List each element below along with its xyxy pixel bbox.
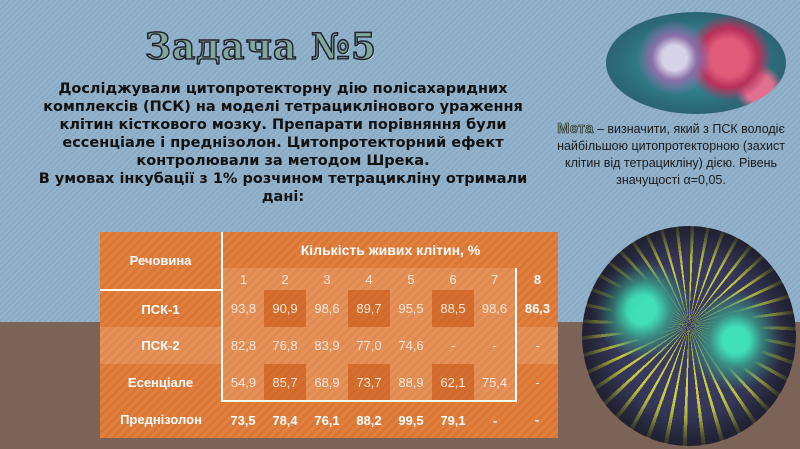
table-cell: 88,5 <box>432 290 474 327</box>
column-header: 7 <box>474 268 517 290</box>
table-cell: 89,7 <box>348 290 390 327</box>
goal-text: Мета – визначити, який з ПСК володіє най… <box>553 120 789 189</box>
table-cell: 75,4 <box>474 364 517 402</box>
table-cell: 62,1 <box>432 364 474 402</box>
column-header: 4 <box>348 268 390 290</box>
column-header: 8 <box>533 271 542 287</box>
table-cell: 83,9 <box>306 327 348 364</box>
table-cell: 74,6 <box>390 327 432 364</box>
row-label: ПСК-2 <box>100 327 222 364</box>
table-cell: - <box>492 412 498 428</box>
table-row: Преднізолон 73,5 78,4 76,1 88,2 99,5 79,1 - - <box>100 401 558 438</box>
table-cell: 90,9 <box>264 290 306 327</box>
table-cell: 93,8 <box>221 290 264 327</box>
substance-header: Речовина <box>100 232 222 291</box>
column-header: 5 <box>390 268 432 290</box>
slide-title: Задача №5 <box>144 25 377 69</box>
column-header: 1 <box>221 268 264 290</box>
table-cell: 77,0 <box>348 327 390 364</box>
cells-image-top <box>606 12 786 114</box>
table-cell: 54,9 <box>221 364 264 402</box>
table-cell: 68,9 <box>306 364 348 402</box>
table-cell: 79,1 <box>440 412 466 428</box>
goal-highlight: Мета <box>557 120 594 138</box>
table-row: Есенціале 54,9 85,7 68,9 73,7 88,9 62,1 75,4 - <box>100 364 558 402</box>
table-cell: - <box>534 412 540 427</box>
column-header: 3 <box>306 268 348 290</box>
row-label: Есенціале <box>127 375 194 390</box>
column-header: 6 <box>432 268 474 290</box>
table-cell: 73,7 <box>348 364 390 402</box>
cells-image-bottom <box>582 226 796 446</box>
table-cell: 76,8 <box>264 327 306 364</box>
table-row: ПСК-1 93,8 90,9 98,6 89,7 95,5 88,5 98,6 86,3 <box>100 290 558 327</box>
table-cell: 98,6 <box>306 290 348 327</box>
group-header: Кількість живих клітин, % <box>221 232 558 268</box>
row-label: Преднізолон <box>120 412 202 427</box>
table-row: ПСК-2 82,8 76,8 83,9 77,0 74,6- - - <box>100 327 558 364</box>
table-cell: 86,3 <box>524 301 551 316</box>
table-cell: - <box>474 327 517 364</box>
goal-body: – визначити, який з ПСК володіє найбільш… <box>557 122 785 187</box>
table-cell: 82,8 <box>221 327 264 364</box>
table-cell: 85,7 <box>264 364 306 402</box>
table-cell: 76,1 <box>314 412 340 428</box>
intro-text: Досліджували цитопротекторну дію полісах… <box>38 81 528 205</box>
table-cell: 99,5 <box>398 412 424 428</box>
table-cell: 98,6 <box>474 290 517 327</box>
table-cell: 73,5 <box>230 412 256 428</box>
table-cell: - <box>535 375 540 390</box>
table-cell: 95,5 <box>390 290 432 327</box>
column-header: 2 <box>264 268 306 290</box>
row-label: ПСК-1 <box>141 301 180 317</box>
table-cell: 88,2 <box>356 412 382 428</box>
table-cell: - <box>516 327 558 364</box>
table-cell: 88,9 <box>390 364 432 402</box>
table-cell: 78,4 <box>272 412 298 428</box>
table-cell: - <box>432 327 474 364</box>
